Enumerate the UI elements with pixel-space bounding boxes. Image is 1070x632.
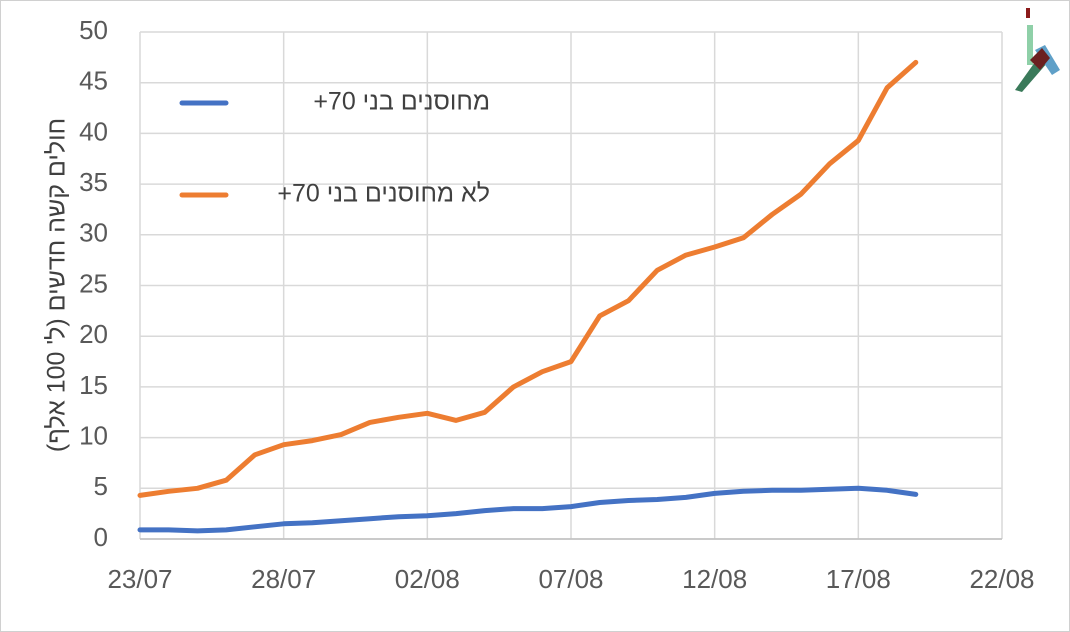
x-tick-label: 22/08 — [969, 564, 1034, 594]
series-line — [137, 485, 919, 534]
y-tick-label: 30 — [79, 218, 108, 248]
legend-label: מחוסנים בני 70+ — [313, 88, 490, 116]
logo — [1015, 8, 1060, 92]
x-tick-label: 28/07 — [251, 564, 316, 594]
y-tick-label: 20 — [79, 319, 108, 349]
y-tick-label: 50 — [79, 15, 108, 45]
y-tick-label: 10 — [79, 420, 108, 450]
y-tick-label: 15 — [79, 370, 108, 400]
x-tick-label: 07/08 — [538, 564, 603, 594]
series-line — [137, 59, 919, 498]
y-tick-label: 45 — [79, 66, 108, 96]
y-tick-label: 40 — [79, 116, 108, 146]
y-tick-label: 0 — [94, 522, 108, 552]
x-tick-label: 17/08 — [826, 564, 891, 594]
y-tick-label: 5 — [94, 471, 108, 501]
legend-label: לא מחוסנים בני 70+ — [277, 180, 490, 208]
x-tick-label: 12/08 — [682, 564, 747, 594]
x-tick-label: 23/07 — [107, 564, 172, 594]
y-axis-title: חולים קשה חדשים (ל' 100 אלף) — [43, 118, 71, 452]
x-tick-label: 02/08 — [395, 564, 460, 594]
y-tick-label: 25 — [79, 268, 108, 298]
y-tick-label: 35 — [79, 167, 108, 197]
